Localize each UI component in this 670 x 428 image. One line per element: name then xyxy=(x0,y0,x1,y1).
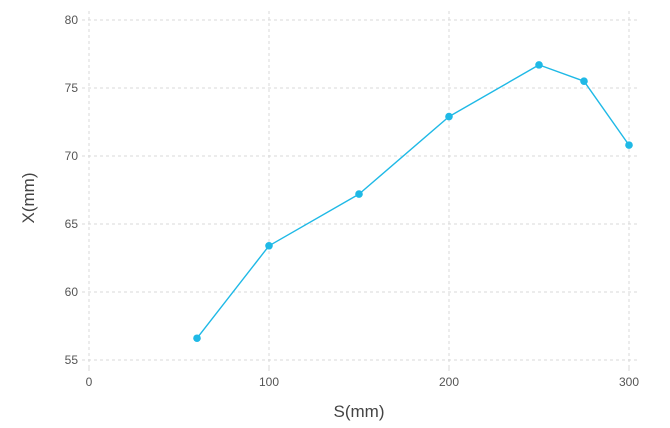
x-axis-ticks: 0 100 200 300 xyxy=(86,367,639,389)
y-axis-title: X(mm) xyxy=(19,173,38,224)
x-tick-label: 0 xyxy=(86,375,93,389)
data-point[interactable] xyxy=(445,112,453,121)
series-layer xyxy=(193,61,633,343)
y-tick-label: 60 xyxy=(65,285,79,299)
data-point[interactable] xyxy=(535,61,543,69)
series-line xyxy=(196,64,630,339)
data-point[interactable] xyxy=(193,334,201,343)
y-tick-label: 65 xyxy=(65,217,79,231)
grid xyxy=(82,11,640,367)
data-point[interactable] xyxy=(580,77,588,85)
y-axis-ticks: 55 60 65 70 75 80 xyxy=(65,13,79,367)
x-axis-title: S(mm) xyxy=(334,402,385,421)
y-tick-label: 80 xyxy=(65,13,79,27)
data-point[interactable] xyxy=(265,241,273,250)
x-tick-label: 300 xyxy=(619,375,639,389)
data-point[interactable] xyxy=(355,190,363,198)
data-point[interactable] xyxy=(625,141,633,149)
y-tick-label: 75 xyxy=(65,81,79,95)
y-tick-label: 55 xyxy=(65,353,79,367)
y-tick-label: 70 xyxy=(65,149,79,163)
x-tick-label: 100 xyxy=(259,375,279,389)
x-tick-label: 200 xyxy=(439,375,459,389)
